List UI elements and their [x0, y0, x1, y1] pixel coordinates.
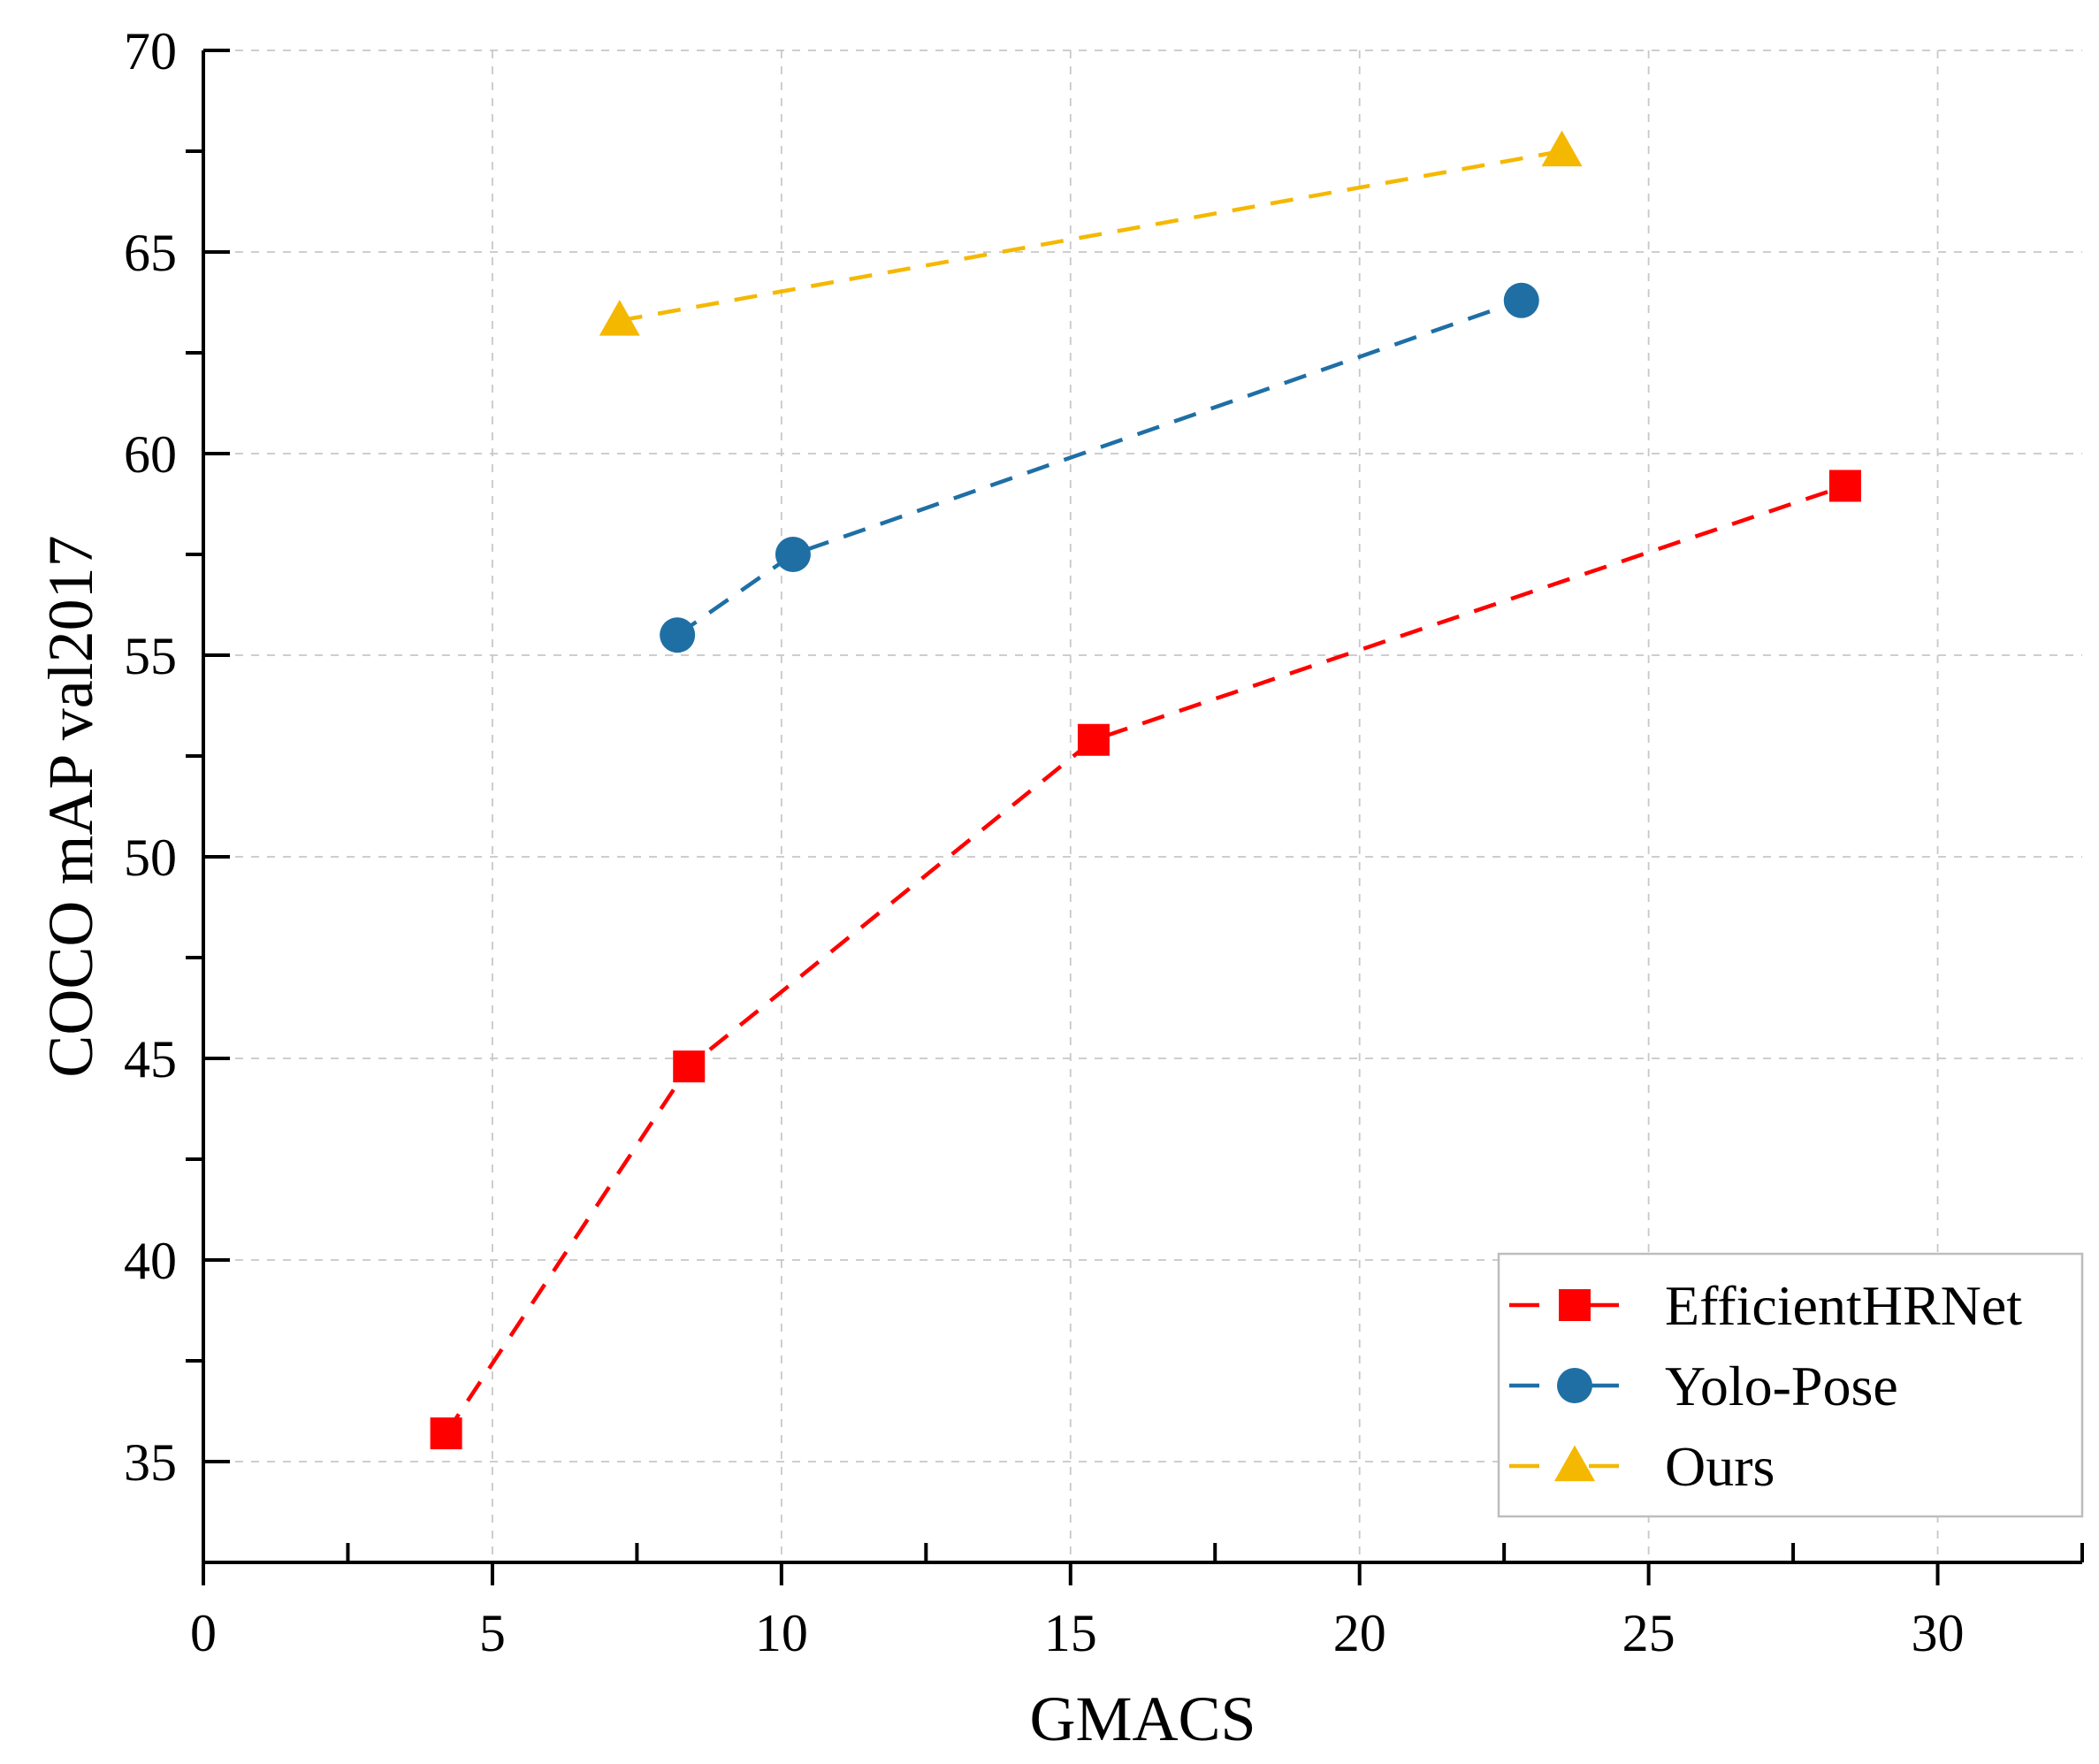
x-tick-label: 10 [755, 1604, 808, 1662]
axes-layer [202, 50, 2082, 1564]
series-ours [599, 130, 1583, 336]
y-tick-label: 70 [124, 22, 177, 80]
data-point-ours [599, 299, 640, 336]
y-tick-label: 55 [124, 627, 177, 685]
ticks-layer: 0 5 10 15 20 25 30 35 40 45 50 55 60 65 70 [124, 22, 2084, 1662]
data-point-ours [1541, 130, 1583, 167]
y-tick-label: 65 [124, 224, 177, 282]
x-tick-label: 15 [1044, 1604, 1097, 1662]
data-point-efficienthrnet [673, 1050, 706, 1083]
y-tick-label: 35 [124, 1433, 177, 1492]
legend-item-efficienthrnet: EfficientHRNet [1509, 1274, 2022, 1337]
legend-item-yolo-pose: Yolo-Pose [1509, 1355, 1898, 1417]
y-tick-label: 50 [124, 829, 177, 887]
legend-marker-efficienthrnet [1559, 1289, 1591, 1321]
legend-item-ours: Ours [1509, 1435, 1775, 1498]
series-layer [430, 130, 1861, 1450]
series-yolo-pose [660, 282, 1539, 653]
x-tick-label: 25 [1622, 1604, 1675, 1662]
series-efficienthrnet [430, 470, 1861, 1450]
y-axis-title: COCO mAP val2017 [35, 535, 106, 1077]
y-tick-label: 60 [124, 425, 177, 484]
legend-label-yolo-pose: Yolo-Pose [1665, 1355, 1898, 1417]
legend-label-ours: Ours [1665, 1435, 1775, 1498]
series-line-yolo-pose [675, 298, 1523, 638]
x-axis-title: GMACS [1029, 1684, 1256, 1754]
legend-marker-yolo-pose [1557, 1368, 1592, 1403]
legend-label-efficienthrnet: EfficientHRNet [1665, 1274, 2022, 1337]
series-line-ours [619, 149, 1562, 323]
data-point-efficienthrnet [430, 1417, 462, 1450]
y-tick-label: 40 [124, 1232, 177, 1290]
data-point-yolo-pose [1503, 282, 1539, 318]
legend-marker-ours [1554, 1445, 1595, 1482]
x-tick-label: 30 [1912, 1604, 1965, 1662]
x-tick-label: 0 [190, 1604, 217, 1662]
x-tick-label: 5 [479, 1604, 506, 1662]
data-point-yolo-pose [660, 617, 696, 653]
data-point-efficienthrnet [1077, 723, 1110, 756]
y-tick-label: 45 [124, 1030, 177, 1088]
x-tick-label: 20 [1333, 1604, 1386, 1662]
data-point-efficienthrnet [1828, 470, 1861, 502]
data-point-yolo-pose [775, 537, 811, 572]
legend: EfficientHRNet Yolo-Pose Ours [1497, 1252, 2084, 1518]
